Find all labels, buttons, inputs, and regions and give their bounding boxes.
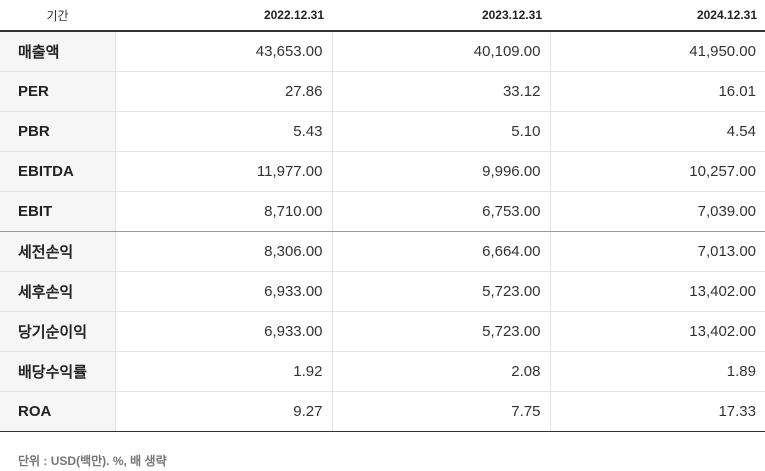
table-cell: 13,402.00 <box>549 271 765 312</box>
period-header-label: 기간 <box>0 0 115 32</box>
table-cell: 16.01 <box>549 71 765 112</box>
table-cell: 1.92 <box>114 351 332 392</box>
table-cell: 13,402.00 <box>549 311 765 352</box>
table-row: 매출액 43,653.00 40,109.00 41,950.00 <box>0 31 765 72</box>
table-cell: 4.54 <box>549 111 765 152</box>
financial-table: 기간 2022.12.31 2023.12.31 2024.12.31 매출액 … <box>0 0 765 432</box>
table-cell: 5,723.00 <box>331 311 550 352</box>
row-label: 배당수익률 <box>0 351 115 392</box>
table-cell: 7,039.00 <box>549 191 765 232</box>
table-cell: 7.75 <box>331 391 550 432</box>
table-cell: 6,753.00 <box>331 191 550 232</box>
table-cell: 43,653.00 <box>114 31 332 72</box>
period-header-2024: 2024.12.31 <box>550 0 765 32</box>
row-label: PER <box>0 71 115 112</box>
row-label: EBIT <box>0 191 115 232</box>
table-cell: 9.27 <box>114 391 332 432</box>
row-label: EBITDA <box>0 151 115 192</box>
table-row: PBR 5.43 5.10 4.54 <box>0 111 765 152</box>
table-body: 매출액 43,653.00 40,109.00 41,950.00 PER 27… <box>0 31 765 432</box>
table-cell: 6,664.00 <box>331 231 550 272</box>
table-cell: 33.12 <box>331 71 550 112</box>
table-cell: 7,013.00 <box>549 231 765 272</box>
table-row: ROA 9.27 7.75 17.33 <box>0 391 765 432</box>
table-cell: 41,950.00 <box>549 31 765 72</box>
table-row: 세후손익 6,933.00 5,723.00 13,402.00 <box>0 271 765 312</box>
table-cell: 9,996.00 <box>331 151 550 192</box>
table-cell: 27.86 <box>114 71 332 112</box>
table-cell: 11,977.00 <box>114 151 332 192</box>
table-row: 당기순이익 6,933.00 5,723.00 13,402.00 <box>0 311 765 352</box>
table-row: 세전손익 8,306.00 6,664.00 7,013.00 <box>0 231 765 272</box>
table-cell: 17.33 <box>549 391 765 432</box>
table-row: 배당수익률 1.92 2.08 1.89 <box>0 351 765 392</box>
period-header-2023: 2023.12.31 <box>332 0 550 32</box>
row-label: 매출액 <box>0 31 115 72</box>
table-header: 기간 2022.12.31 2023.12.31 2024.12.31 <box>0 0 765 32</box>
table-row: EBITDA 11,977.00 9,996.00 10,257.00 <box>0 151 765 192</box>
table-cell: 5.10 <box>331 111 550 152</box>
row-label: 세전손익 <box>0 231 115 272</box>
table-cell: 6,933.00 <box>114 271 332 312</box>
table-cell: 6,933.00 <box>114 311 332 352</box>
table-cell: 8,306.00 <box>114 231 332 272</box>
unit-footnote: 단위 : USD(백만). %, 배 생략 <box>18 454 167 468</box>
table-cell: 2.08 <box>331 351 550 392</box>
table-cell: 40,109.00 <box>331 31 550 72</box>
row-label: PBR <box>0 111 115 152</box>
table-cell: 5,723.00 <box>331 271 550 312</box>
table-cell: 5.43 <box>114 111 332 152</box>
row-label: 당기순이익 <box>0 311 115 352</box>
table-cell: 10,257.00 <box>549 151 765 192</box>
row-label: ROA <box>0 391 115 432</box>
row-label: 세후손익 <box>0 271 115 312</box>
period-header-2022: 2022.12.31 <box>115 0 332 32</box>
table-cell: 8,710.00 <box>114 191 332 232</box>
table-row: EBIT 8,710.00 6,753.00 7,039.00 <box>0 191 765 232</box>
header-row: 기간 2022.12.31 2023.12.31 2024.12.31 <box>0 0 765 32</box>
table-row: PER 27.86 33.12 16.01 <box>0 71 765 112</box>
table-cell: 1.89 <box>549 351 765 392</box>
